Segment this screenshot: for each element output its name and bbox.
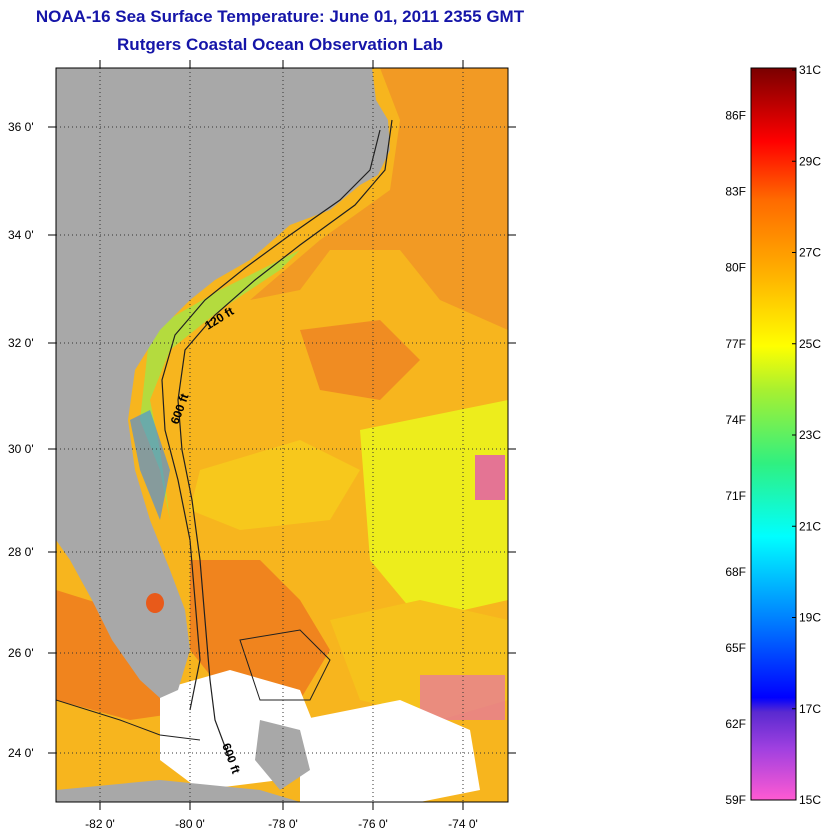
contour-600ft: [177, 119, 393, 761]
contour-line: [56, 699, 201, 741]
warm-patch: [190, 560, 330, 700]
colorbar-celsius-label: 19C: [799, 611, 821, 625]
colorbar-celsius-label: 27C: [799, 246, 821, 260]
colorbar: [750, 67, 797, 801]
colorbar-fahrenheit-label: 59F: [725, 793, 746, 807]
map-title: NOAA-16 Sea Surface Temperature: June 01…: [35, 7, 525, 26]
lon-tick-label: -82 0': [85, 817, 115, 831]
colorbar-celsius-label: 23C: [799, 428, 821, 442]
colorbar-fahrenheit-label: 74F: [725, 413, 746, 427]
colorbar-celsius-label: 21C: [799, 519, 821, 533]
lon-tick-label: -76 0': [358, 817, 388, 831]
colorbar-celsius-label: 29C: [799, 154, 821, 168]
lat-tick-label: 36 0': [8, 120, 34, 134]
cool-patch: [190, 440, 360, 530]
colorbar-fahrenheit-label: 68F: [725, 565, 746, 579]
lake: [146, 593, 164, 613]
contour-line: [239, 629, 331, 701]
colorbar-celsius-label: 25C: [799, 337, 821, 351]
lat-tick-label: 28 0': [8, 545, 34, 559]
lat-tick-label: 24 0': [8, 746, 34, 760]
island: [255, 720, 310, 790]
lon-tick-label: -78 0': [268, 817, 298, 831]
colorbar-celsius-label: 31C: [799, 63, 821, 77]
lat-tick-label: 26 0': [8, 646, 34, 660]
lon-tick-label: -74 0': [448, 817, 478, 831]
colorbar-celsius-label: 17C: [799, 702, 821, 716]
colorbar-celsius-label: 15C: [799, 793, 821, 807]
island: [56, 780, 300, 802]
colorbar-labels: 31C 29C 27C 25C 23C 21C 19C 17C 15C 86F 83F 80F 77F 7…: [725, 63, 821, 807]
warm-patch: [250, 68, 508, 330]
lon-tick-label: -80 0': [175, 817, 205, 831]
tick-marks: [48, 60, 516, 810]
map-subtitle: Rutgers Coastal Ocean Observation Lab: [117, 35, 443, 54]
lat-tick-label: 32 0': [8, 336, 34, 350]
land-mass: [56, 68, 390, 698]
colorbar-fahrenheit-label: 65F: [725, 641, 746, 655]
cool-patch: [360, 400, 508, 620]
warm-patch: [300, 320, 420, 400]
contour-120ft: [161, 129, 381, 711]
cloud-patch: [475, 455, 505, 500]
cool-band: [140, 250, 300, 520]
lat-tick-label: 34 0': [8, 228, 34, 242]
graticule: [56, 68, 508, 802]
cold-band: [130, 410, 170, 520]
colorbar-fahrenheit-label: 86F: [725, 109, 746, 123]
sst-image: 120 ft 600 ft 600 ft: [56, 68, 508, 802]
colorbar-fahrenheit-label: 77F: [725, 337, 746, 351]
colorbar-fahrenheit-label: 83F: [725, 185, 746, 199]
colorbar-fahrenheit-label: 71F: [725, 489, 746, 503]
colorbar-fahrenheit-label: 62F: [725, 717, 746, 731]
no-data-area: [300, 700, 480, 802]
cloud-patch: [420, 675, 505, 720]
map-frame: [55, 67, 509, 803]
colorbar-fahrenheit-label: 80F: [725, 261, 746, 275]
lat-tick-label: 30 0': [8, 442, 34, 456]
